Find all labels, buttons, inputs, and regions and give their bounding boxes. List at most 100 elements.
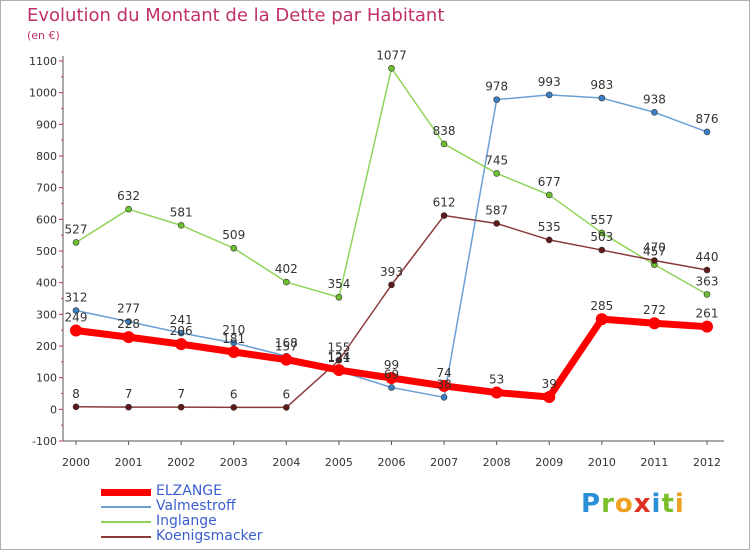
data-label: 272	[643, 303, 666, 317]
data-label: 632	[117, 189, 140, 203]
data-point	[122, 331, 135, 344]
data-point	[177, 222, 185, 229]
data-point	[280, 353, 293, 366]
data-label: 363	[696, 274, 719, 288]
legend-label: Inglange	[156, 513, 217, 529]
data-point	[388, 64, 395, 72]
data-label: 527	[65, 222, 88, 236]
data-label: 53	[489, 373, 504, 387]
data-label: 7	[177, 387, 185, 401]
data-point	[703, 291, 711, 298]
data-point	[283, 404, 290, 411]
data-label: 241	[170, 313, 193, 327]
data-label: 557	[590, 213, 613, 227]
y-tick-label: 1100	[29, 55, 57, 68]
y-tick-label: 500	[36, 245, 57, 258]
legend-swatch	[101, 506, 151, 508]
data-label: 181	[222, 332, 245, 346]
data-label: 99	[384, 358, 399, 372]
logo-letter: x	[633, 489, 652, 519]
y-tick-label: 1000	[29, 87, 57, 100]
y-tick-label: 700	[36, 182, 57, 195]
data-point	[545, 236, 553, 244]
data-label: 938	[643, 92, 666, 106]
x-tick-label: 2001	[115, 456, 143, 469]
x-tick-label: 2006	[378, 456, 406, 469]
data-label: 838	[433, 124, 456, 138]
chart-title: Evolution du Montant de la Dette par Hab…	[27, 5, 445, 26]
series-line-inglange	[75, 67, 708, 298]
data-point	[72, 403, 80, 411]
y-tick-label: 600	[36, 213, 57, 226]
data-point	[335, 293, 343, 301]
data-label: 157	[275, 340, 298, 354]
x-tick-label: 2012	[693, 456, 721, 469]
data-point	[493, 96, 500, 103]
data-point	[283, 278, 290, 286]
logo-letter: i	[674, 489, 685, 519]
data-label: 155	[327, 340, 350, 354]
data-label: 745	[485, 153, 508, 167]
data-label: 509	[222, 228, 245, 242]
chart-subtitle: (en €)	[27, 29, 60, 42]
logo-letter: o	[614, 489, 634, 519]
data-label: 402	[275, 262, 298, 276]
legend-label: Koenigsmacker	[156, 528, 263, 544]
y-tick-label: 800	[36, 150, 57, 163]
logo-letter: t	[661, 489, 675, 519]
data-point	[651, 109, 658, 116]
x-tick-label: 2005	[325, 456, 353, 469]
data-point	[177, 329, 185, 337]
data-point	[598, 246, 606, 254]
data-point	[701, 320, 713, 333]
data-point	[598, 94, 606, 102]
data-point	[595, 313, 608, 326]
data-label: 470	[643, 241, 666, 255]
data-point	[230, 339, 238, 347]
data-label: 39	[542, 377, 557, 391]
data-label: 206	[170, 324, 193, 338]
data-label: 993	[538, 75, 561, 89]
x-tick-label: 2007	[430, 456, 458, 469]
data-label: 354	[327, 277, 350, 291]
data-point	[493, 220, 500, 227]
data-label: 612	[433, 196, 456, 210]
data-point	[545, 91, 553, 99]
data-label: 6	[230, 387, 238, 401]
x-tick-label: 2003	[220, 456, 248, 469]
data-label: 8	[72, 387, 80, 401]
data-label: 74	[436, 366, 451, 380]
data-label: 228	[117, 317, 140, 331]
data-point	[175, 338, 188, 351]
data-point	[125, 318, 132, 325]
x-tick-label: 2009	[535, 456, 563, 469]
x-tick-label: 2008	[483, 456, 511, 469]
data-point	[440, 212, 448, 219]
data-label: 168	[275, 336, 298, 350]
data-label: 69	[384, 367, 399, 381]
data-point	[385, 371, 398, 384]
legend-swatch	[101, 521, 151, 523]
data-label: 393	[380, 265, 403, 279]
legend-label: ELZANGE	[156, 483, 222, 499]
data-label: 249	[65, 310, 88, 324]
data-point	[230, 404, 238, 411]
data-label: 312	[65, 291, 88, 305]
data-point	[227, 346, 240, 359]
data-point	[543, 390, 556, 403]
data-label: 440	[696, 250, 719, 264]
data-label: 285	[590, 299, 613, 313]
x-tick-label: 2004	[272, 456, 300, 469]
data-point	[388, 384, 395, 391]
data-label: 587	[485, 203, 508, 217]
data-point	[125, 403, 132, 411]
series-line-valmestroff	[75, 94, 708, 399]
logo-letter: r	[601, 489, 615, 519]
data-label: 6	[283, 387, 291, 401]
data-point	[388, 281, 395, 289]
data-label: 457	[643, 245, 666, 259]
data-label: 261	[696, 307, 719, 321]
data-label: 535	[538, 220, 561, 234]
data-point	[490, 386, 503, 399]
